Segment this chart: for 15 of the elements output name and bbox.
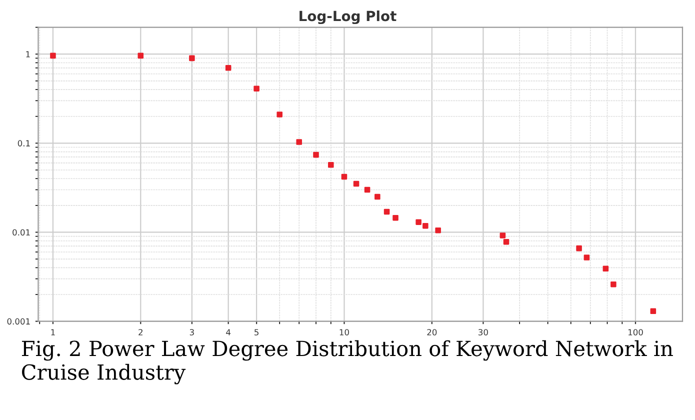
x-tick-label: 100: [628, 329, 643, 336]
y-tick-label: 0.001: [7, 318, 30, 325]
x-tick-label: 20: [427, 329, 437, 336]
y-tick-label: 0.1: [18, 140, 30, 146]
x-tick-label: 30: [478, 329, 488, 336]
caption: Fig. 2 Power Law Degree Distribution of Keyword Network in Cruise Industry: [22, 340, 673, 384]
x-tick-label: 4: [226, 329, 231, 336]
x-tick-label: 5: [254, 329, 258, 336]
x-tick-label: 1: [51, 329, 55, 336]
x-tick-label: 10: [340, 329, 349, 336]
x-tick-label: 3: [190, 329, 194, 336]
chart-title: Log-Log Plot: [300, 10, 396, 24]
x-tick-label: 2: [138, 329, 142, 336]
y-tick-label: 0.01: [12, 229, 30, 236]
y-tick-label: 1: [26, 51, 30, 58]
